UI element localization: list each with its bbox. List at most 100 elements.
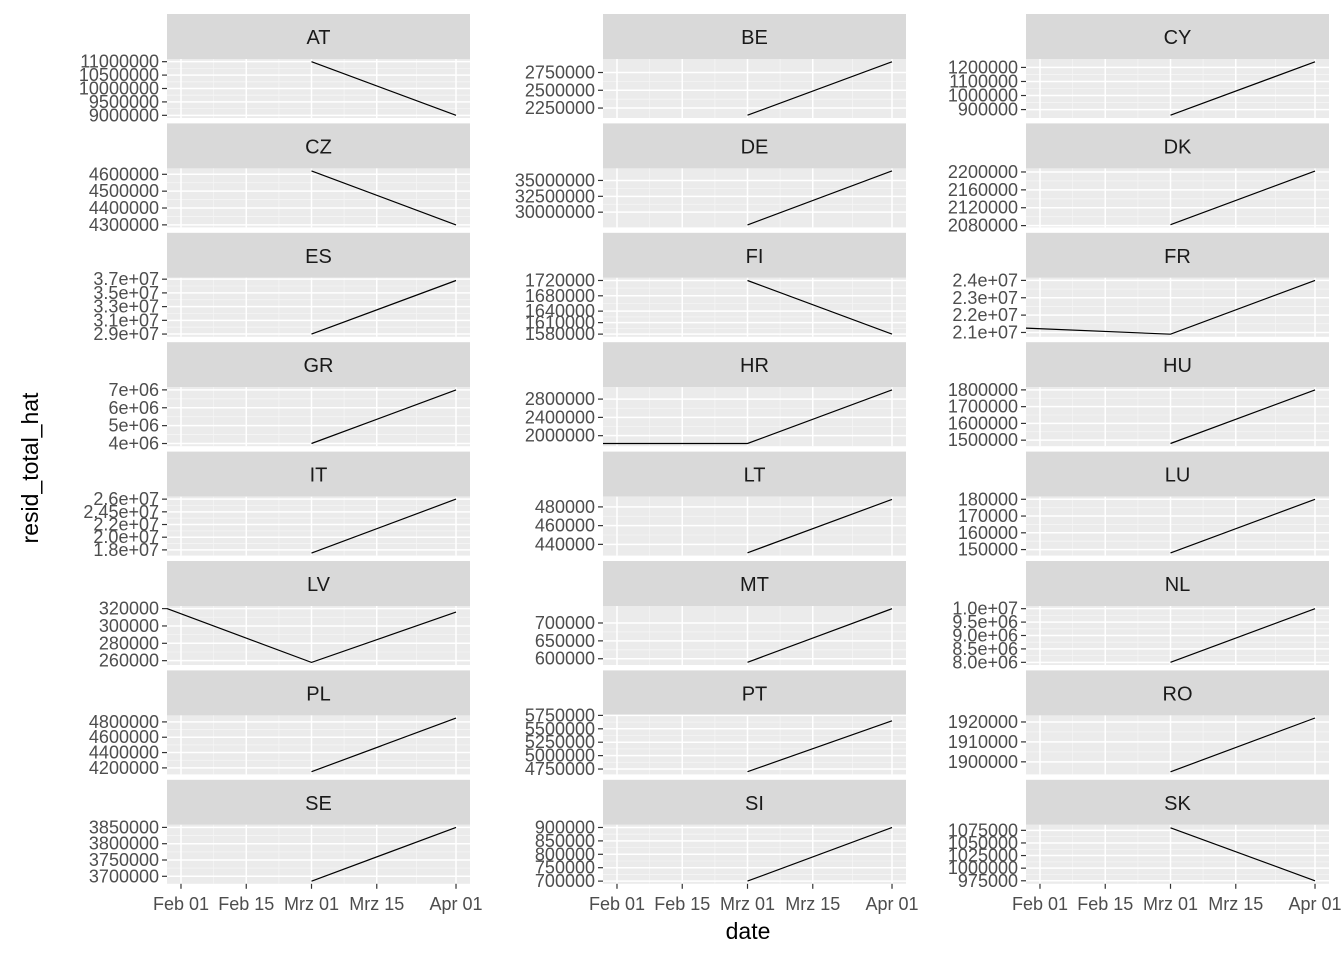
- facet-panel-background: [1026, 824, 1329, 884]
- series-line-fi: [747, 279, 893, 335]
- facet-panel-background: [167, 606, 470, 665]
- y-tick-label: 4800000: [89, 712, 159, 732]
- y-tick-label: 9.5e+06: [952, 612, 1018, 632]
- y-tick-label: 1200000: [948, 57, 1018, 77]
- series-line-lu: [1170, 498, 1316, 554]
- facet-panel-background: [603, 59, 906, 118]
- y-tick-label: 1910000: [948, 732, 1018, 752]
- y-tick-label: 8.0e+06: [952, 652, 1018, 672]
- y-tick-label: 300000: [99, 616, 159, 636]
- y-tick-label: 2800000: [525, 389, 595, 409]
- series-line-es: [311, 279, 457, 335]
- y-tick-label: 440000: [535, 534, 595, 554]
- y-tick-label: 2000000: [525, 426, 595, 446]
- facet-strip-label: DE: [741, 136, 769, 158]
- y-tick-label: 3.5e+07: [93, 283, 159, 303]
- y-tick-label: 5250000: [525, 732, 595, 752]
- y-tick-label: 1100000: [949, 71, 1018, 91]
- y-tick-label: 700000: [535, 613, 595, 633]
- facet-strip-label: HR: [740, 355, 769, 377]
- y-tick-label: 750000: [535, 858, 595, 878]
- series-line-sk: [1170, 827, 1316, 882]
- facet-strip-label: LT: [744, 465, 766, 487]
- facet-strip-label: SE: [305, 793, 332, 815]
- y-tick-label: 480000: [535, 497, 595, 517]
- y-tick-label: 5500000: [525, 719, 595, 739]
- y-tick-label: 4600000: [89, 164, 159, 184]
- y-tick-label: 2.3e+07: [952, 288, 1018, 308]
- facet-strip-label: GR: [304, 355, 334, 377]
- y-tick-label: 4750000: [525, 759, 595, 779]
- facet-strip-label: DK: [1164, 136, 1192, 158]
- facet-strip: [167, 123, 470, 169]
- series-line-nl: [1170, 608, 1316, 663]
- series-line-ro: [1170, 717, 1316, 773]
- x-tick-label: Apr 01: [865, 894, 918, 914]
- y-tick-label: 2200000: [948, 162, 1018, 182]
- series-line-cy: [1170, 61, 1316, 116]
- series-line-mt: [747, 608, 893, 663]
- facet-panels: AT 90000009500000100000001050000011000000…: [79, 14, 1329, 891]
- series-line-cz: [311, 170, 457, 226]
- y-tick-label: 975000: [958, 871, 1018, 891]
- facet-strip: [603, 779, 906, 825]
- y-tick-label: 1050000: [948, 833, 1018, 853]
- y-tick-label: 2.2e+07: [952, 305, 1018, 325]
- y-tick-label: 170000: [958, 506, 1018, 526]
- y-tick-label: 3.3e+07: [93, 297, 159, 317]
- y-tick-label: 3750000: [89, 850, 159, 870]
- x-axis: Feb 01 Feb 15 Mrz 01 Mrz 15 Apr 01 Feb 01 Feb …: [153, 883, 1342, 914]
- y-tick-label: 1920000: [948, 712, 1018, 732]
- y-tick-label: 800000: [535, 844, 595, 864]
- x-tick-label: Feb 15: [218, 894, 274, 914]
- y-tick-label: 2500000: [525, 80, 595, 100]
- facet-strip: [1026, 342, 1329, 388]
- x-tick-label: Mrz 01: [1143, 894, 1198, 914]
- y-tick-label: 9500000: [89, 92, 159, 112]
- facet-strip-label: FR: [1164, 246, 1191, 268]
- y-tick-label: 3850000: [89, 817, 159, 837]
- facet-strip: [167, 232, 470, 278]
- series-line-pl: [311, 717, 457, 773]
- facet-strip-label: BE: [741, 27, 768, 49]
- x-tick-label: Feb 15: [654, 894, 710, 914]
- y-tick-label: 4400000: [89, 743, 159, 763]
- facet-panel-background: [1026, 715, 1329, 775]
- facet-strip-label: HU: [1163, 355, 1192, 377]
- facet-strip: [603, 232, 906, 278]
- facet-strip-label: SK: [1164, 793, 1191, 815]
- series-line-fr: [1025, 279, 1316, 335]
- y-tick-label: 1.0e+07: [952, 599, 1018, 619]
- y-tick-label: 7e+06: [108, 380, 159, 400]
- y-tick-label: 2.0e+07: [93, 527, 159, 547]
- facet-es: ES 2.9e+073.1e+073.3e+073.5e+073.7e+07: [93, 232, 470, 344]
- facet-strip: [167, 451, 470, 497]
- series-line-pt: [747, 720, 893, 773]
- y-tick-label: 8.5e+06: [952, 639, 1018, 659]
- y-tick-label: 9.0e+06: [952, 626, 1018, 646]
- facet-strip: [1026, 232, 1329, 278]
- y-tick-label: 3800000: [89, 834, 159, 854]
- series-line-gr: [311, 389, 457, 445]
- y-tick-label: 11000000: [80, 52, 159, 72]
- y-tick-label: 2400000: [525, 407, 595, 427]
- facet-strip-label: MT: [740, 574, 769, 596]
- y-tick-label: 3700000: [89, 866, 159, 886]
- facet-strip: [603, 670, 906, 716]
- x-tick-label: Mrz 01: [284, 894, 339, 914]
- x-axis-title: date: [726, 918, 771, 944]
- x-tick-label: Mrz 01: [720, 894, 775, 914]
- y-tick-label: 2.2e+07: [93, 515, 159, 535]
- facet-strip: [603, 561, 906, 606]
